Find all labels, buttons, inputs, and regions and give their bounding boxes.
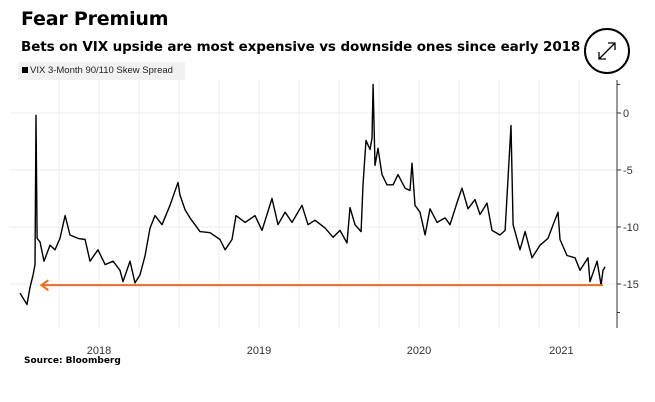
x-tick-label: 2018	[87, 345, 111, 357]
chart-title: Fear Premium	[21, 8, 169, 30]
x-axis-ticks: 2018 2019 2020 2021	[87, 345, 574, 357]
y-tick-label: 0	[623, 108, 629, 120]
series-line-vix-skew	[19, 83, 606, 306]
chart-subtitle: Bets on VIX upside are most expensive vs…	[21, 39, 581, 55]
y-tick-label: -5	[623, 165, 633, 177]
y-axis-ticks: 0 -5 -10 -15	[617, 84, 639, 313]
x-tick-label: 2019	[247, 345, 271, 357]
y-tick-label: -10	[623, 222, 639, 234]
expand-arrows-icon	[598, 42, 616, 60]
annotation-arrow	[39, 279, 603, 291]
legend: VIX 3-Month 90/110 Skew Spread	[18, 62, 185, 80]
legend-label: VIX 3-Month 90/110 Skew Spread	[30, 65, 173, 76]
x-tick-label: 2021	[549, 345, 573, 357]
legend-swatch	[22, 67, 28, 73]
x-tick-label: 2020	[407, 345, 431, 357]
expand-button[interactable]	[584, 28, 630, 74]
annotation-arrowhead-icon	[39, 279, 49, 291]
gridlines	[10, 80, 617, 328]
source-note: Source: Bloomberg	[24, 356, 121, 366]
y-tick-label: -15	[623, 279, 639, 291]
